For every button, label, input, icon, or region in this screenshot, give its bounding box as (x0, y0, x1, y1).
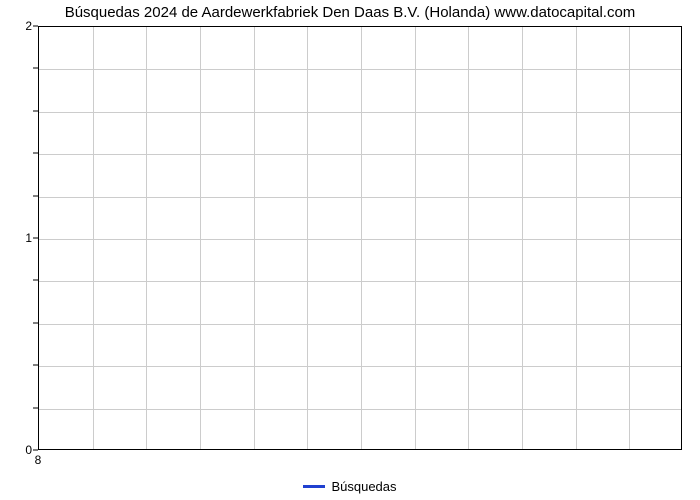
gridline-vertical (415, 27, 416, 449)
y-tick-mark (33, 407, 38, 408)
gridline-horizontal (39, 281, 681, 282)
gridline-horizontal (39, 366, 681, 367)
y-tick-mark (33, 68, 38, 69)
y-tick-label: 1 (8, 231, 32, 245)
chart-legend: Búsquedas (0, 478, 700, 494)
gridline-vertical (576, 27, 577, 449)
gridline-horizontal (39, 112, 681, 113)
gridline-vertical (307, 27, 308, 449)
y-tick-label: 0 (8, 443, 32, 457)
gridline-horizontal (39, 409, 681, 410)
y-tick-mark (33, 238, 38, 239)
gridline-vertical (629, 27, 630, 449)
gridline-vertical (522, 27, 523, 449)
y-tick-mark (33, 322, 38, 323)
gridline-vertical (93, 27, 94, 449)
gridline-vertical (146, 27, 147, 449)
gridline-vertical (200, 27, 201, 449)
y-tick-mark (33, 450, 38, 451)
gridline-vertical (468, 27, 469, 449)
legend-swatch (303, 485, 325, 488)
x-tick-label: 8 (35, 453, 42, 467)
y-tick-label: 2 (8, 19, 32, 33)
y-tick-mark (33, 110, 38, 111)
y-tick-mark (33, 280, 38, 281)
gridline-horizontal (39, 239, 681, 240)
chart-container: Búsquedas 2024 de Aardewerkfabriek Den D… (0, 0, 700, 500)
plot-area (38, 26, 682, 450)
legend-label: Búsquedas (331, 479, 396, 494)
y-tick-mark (33, 26, 38, 27)
gridline-horizontal (39, 69, 681, 70)
gridline-horizontal (39, 154, 681, 155)
y-tick-mark (33, 365, 38, 366)
gridline-vertical (254, 27, 255, 449)
y-tick-mark (33, 195, 38, 196)
chart-title: Búsquedas 2024 de Aardewerkfabriek Den D… (0, 4, 700, 21)
gridline-horizontal (39, 324, 681, 325)
y-tick-mark (33, 153, 38, 154)
gridline-horizontal (39, 197, 681, 198)
gridline-vertical (361, 27, 362, 449)
